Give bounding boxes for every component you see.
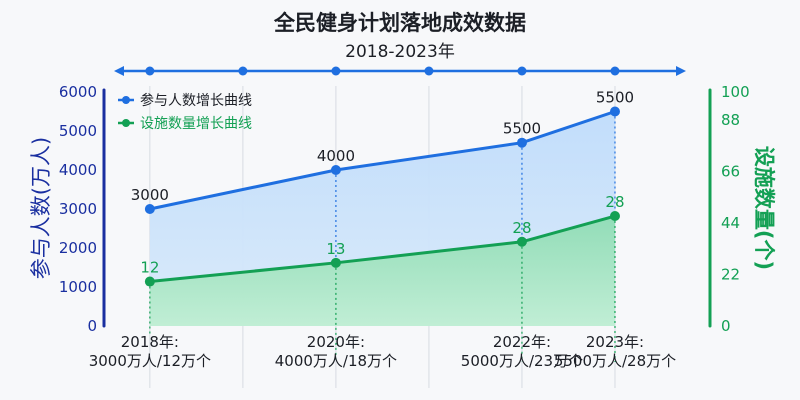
category-label-values: 5500万人/28万个 bbox=[554, 352, 676, 370]
right-axis-title: 设施数量(个) bbox=[752, 146, 776, 270]
participants-point bbox=[144, 204, 155, 214]
left-axis-tick-label: 2000 bbox=[59, 239, 97, 257]
legend: 参与人数增长曲线 设施数量增长曲线 bbox=[118, 92, 252, 132]
timeline-dot bbox=[517, 66, 527, 76]
left-axis-title: 参与人数(万人) bbox=[29, 137, 53, 279]
left-axis-tick-label: 4000 bbox=[59, 161, 97, 179]
timeline-arrow bbox=[114, 66, 686, 76]
right-axis-tick-label: 22 bbox=[721, 266, 740, 284]
category-label-year: 2020年: bbox=[307, 333, 365, 351]
category-label-year: 2018年: bbox=[121, 333, 179, 351]
legend-label-facilities: 设施数量增长曲线 bbox=[140, 116, 252, 132]
participants-data-label: 5500 bbox=[596, 89, 634, 107]
left-axis-tick-label: 5000 bbox=[59, 122, 97, 140]
facilities-data-label: 28 bbox=[512, 219, 531, 237]
chart-title: 全民健身计划落地成效数据 bbox=[273, 11, 526, 35]
participants-point bbox=[330, 165, 341, 175]
facilities-point bbox=[516, 236, 527, 247]
timeline-dot bbox=[238, 66, 248, 76]
participants-line bbox=[149, 110, 616, 211]
category-label-values: 5000万人/23万个 bbox=[461, 352, 583, 370]
left-axis-tick-label: 0 bbox=[87, 317, 97, 335]
left-axis-tick-label: 1000 bbox=[59, 278, 97, 296]
series-areas bbox=[149, 111, 615, 326]
participants-data-label: 4000 bbox=[317, 147, 355, 165]
facilities-point bbox=[609, 211, 620, 222]
facilities-data-label: 28 bbox=[605, 193, 624, 211]
timeline-dot bbox=[610, 66, 620, 76]
right-axis-tick-label: 0 bbox=[721, 317, 731, 335]
legend-item-participants: 参与人数增长曲线 bbox=[118, 92, 252, 109]
facilities-data-label: 12 bbox=[140, 259, 159, 277]
drop-lines bbox=[149, 111, 616, 362]
category-label-year: 2023年: bbox=[586, 333, 644, 351]
timeline-dot bbox=[145, 66, 155, 76]
timeline-arrow-right bbox=[676, 66, 686, 76]
left-axis-tick-label: 3000 bbox=[59, 200, 97, 218]
facilities-area bbox=[149, 216, 615, 326]
timeline-arrow-left bbox=[114, 66, 124, 76]
participants-point bbox=[609, 106, 620, 117]
facilities-data-label: 13 bbox=[326, 240, 345, 258]
facilities-point bbox=[330, 257, 341, 268]
timeline-dot bbox=[331, 66, 341, 76]
series-points bbox=[144, 106, 620, 287]
axes: 0 1000 2000 3000 4000 5000 6000 0 22 44 66 88 100 bbox=[59, 83, 750, 335]
right-axis-tick-label: 66 bbox=[721, 163, 740, 181]
series-lines bbox=[149, 110, 616, 284]
right-axis-tick-label: 44 bbox=[721, 214, 740, 232]
category-labels: 2018年:3000万人/12万个 2020年:4000万人/18万个 2022年:… bbox=[89, 333, 676, 370]
category-label-values: 3000万人/12万个 bbox=[89, 352, 211, 370]
data-labels: 3000 4000 5500 5500 12 13 28 28 bbox=[131, 89, 634, 277]
facilities-point bbox=[144, 276, 155, 287]
right-axis-tick-label: 100 bbox=[721, 83, 750, 101]
left-axis-tick-label: 6000 bbox=[59, 83, 97, 101]
category-label-year: 2022年: bbox=[493, 333, 551, 351]
participants-data-label: 5500 bbox=[503, 120, 541, 138]
timeline-dot bbox=[424, 66, 434, 76]
legend-item-facilities: 设施数量增长曲线 bbox=[118, 116, 252, 132]
facilities-line bbox=[149, 214, 616, 284]
participants-point bbox=[516, 137, 527, 148]
right-axis-tick-label: 88 bbox=[721, 111, 740, 129]
participants-data-label: 3000 bbox=[131, 186, 169, 204]
legend-label-participants: 参与人数增长曲线 bbox=[140, 92, 252, 109]
chart-subtitle: 2018-2023年 bbox=[345, 42, 455, 62]
category-label-values: 4000万人/18万个 bbox=[275, 352, 397, 370]
